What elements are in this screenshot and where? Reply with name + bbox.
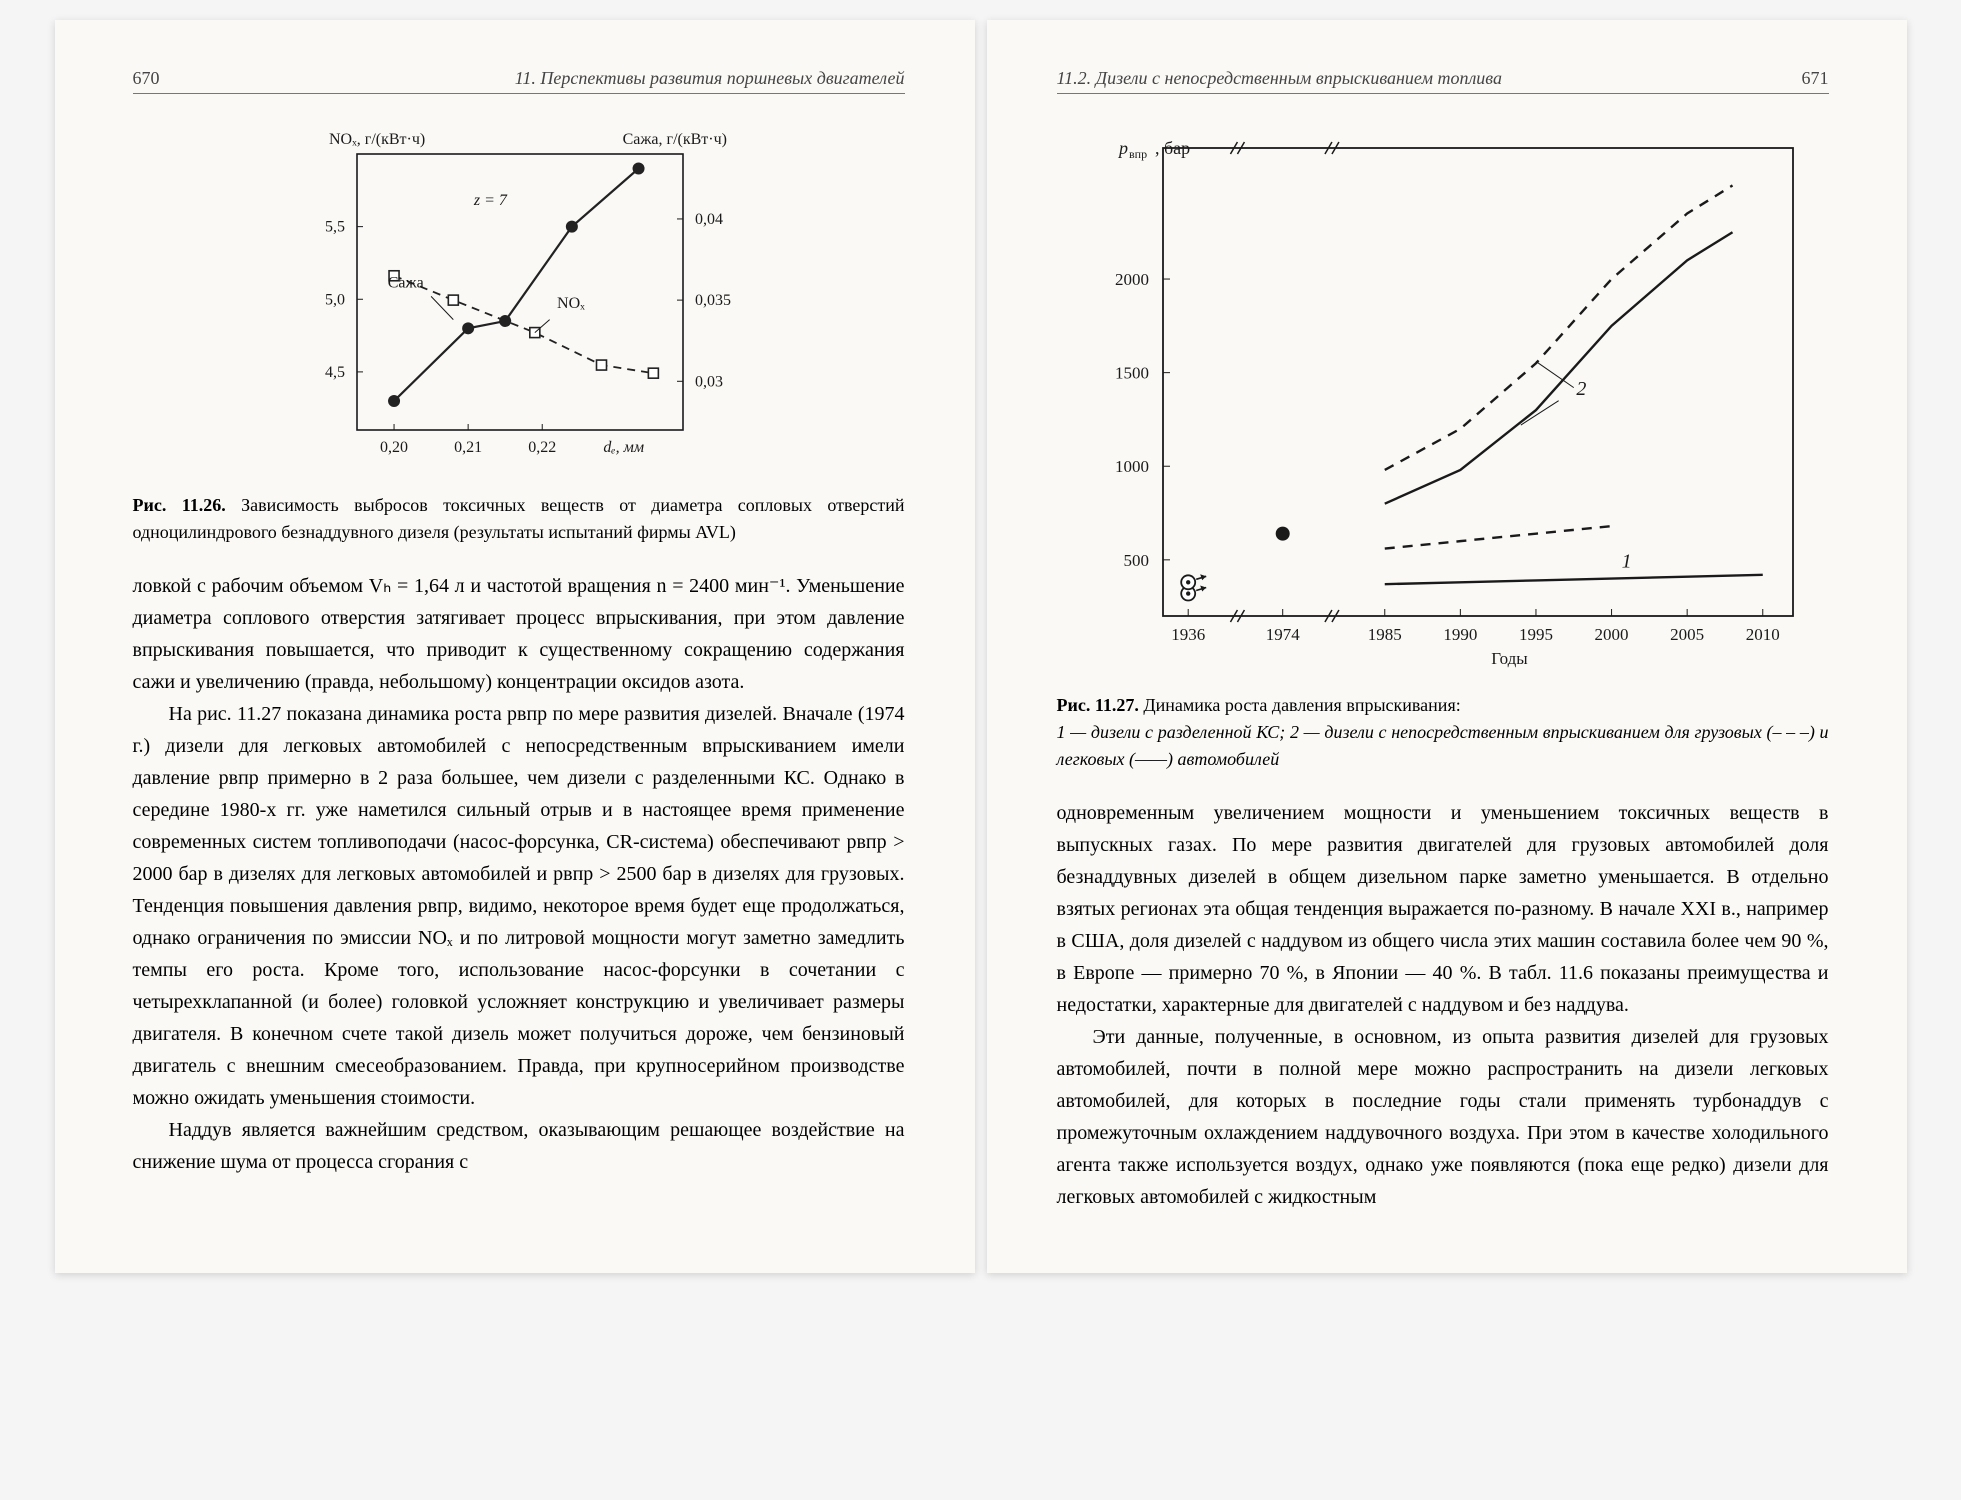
svg-text:p: p	[1117, 138, 1128, 158]
fig26-svg: 0,20 0,21 0,22 dₑ, мм 4,5 5,0 5,5 0,03 0,035 0,04…	[259, 118, 779, 478]
svg-text:Сажа, г/(кВт·ч): Сажа, г/(кВт·ч)	[622, 131, 726, 148]
svg-text:Годы: Годы	[1491, 649, 1528, 668]
svg-text:Сажа: Сажа	[387, 275, 423, 292]
svg-text:1000: 1000	[1115, 457, 1149, 476]
svg-text:1936: 1936	[1171, 625, 1205, 644]
svg-text:2000: 2000	[1594, 625, 1628, 644]
page-number: 670	[133, 68, 160, 89]
page-670: 670 11. Перспективы развития поршневых д…	[55, 20, 975, 1273]
chapter-title: 11. Перспективы развития поршневых двига…	[515, 68, 905, 89]
svg-text:NOₓ: NOₓ	[557, 295, 585, 312]
para-1: одновременным увеличением мощности и уме…	[1057, 797, 1829, 1021]
svg-text:dₑ, мм: dₑ, мм	[603, 439, 644, 456]
svg-text:0,21: 0,21	[454, 439, 482, 456]
svg-text:, бар: , бар	[1155, 138, 1190, 158]
svg-text:2005: 2005	[1670, 625, 1704, 644]
chapter-title: 11.2. Дизели с непосредственным впрыскив…	[1057, 68, 1503, 89]
svg-text:впр: впр	[1129, 147, 1147, 161]
svg-text:5,0: 5,0	[325, 291, 345, 308]
svg-text:0,04: 0,04	[695, 211, 723, 228]
svg-text:5,5: 5,5	[325, 219, 345, 236]
svg-text:0,035: 0,035	[695, 292, 731, 309]
para-2: Эти данные, полученные, в основном, из о…	[1057, 1021, 1829, 1213]
fig27-svg: 500 1000 1500 2000 1936 1974 1985 1990 1995 2000 2…	[1073, 118, 1813, 678]
figure-11-27: 500 1000 1500 2000 1936 1974 1985 1990 1995 2000 2…	[1057, 118, 1829, 678]
caption-head: Динамика роста давления впрыскивания:	[1139, 695, 1461, 715]
svg-text:0,03: 0,03	[695, 373, 723, 390]
page-header: 11.2. Дизели с непосредственным впрыскив…	[1057, 68, 1829, 94]
svg-text:2: 2	[1576, 378, 1586, 400]
caption-11-27: Рис. 11.27. Динамика роста давления впры…	[1057, 692, 1829, 773]
svg-text:1974: 1974	[1265, 625, 1300, 644]
para-3: Наддув является важнейшим средством, ока…	[133, 1114, 905, 1178]
svg-text:1985: 1985	[1367, 625, 1401, 644]
svg-text:1990: 1990	[1443, 625, 1477, 644]
caption-text: Зависимость выбросов токсичных веществ о…	[133, 495, 905, 542]
svg-text:1500: 1500	[1115, 364, 1149, 383]
page-671: 11.2. Дизели с непосредственным впрыскив…	[987, 20, 1907, 1273]
page-header: 670 11. Перспективы развития поршневых д…	[133, 68, 905, 94]
para-1: ловкой с рабочим объемом Vₕ = 1,64 л и ч…	[133, 570, 905, 698]
svg-text:2000: 2000	[1115, 270, 1149, 289]
svg-text:4,5: 4,5	[325, 364, 345, 381]
caption-11-26: Рис. 11.26. Зависимость выбросов токсичн…	[133, 492, 905, 546]
para-2: На рис. 11.27 показана динамика роста pв…	[133, 698, 905, 1114]
svg-text:0,20: 0,20	[380, 439, 408, 456]
svg-text:500: 500	[1123, 551, 1149, 570]
caption-label: Рис. 11.27.	[1057, 695, 1139, 715]
svg-text:NOₓ, г/(кВт·ч): NOₓ, г/(кВт·ч)	[329, 131, 425, 148]
svg-text:1: 1	[1621, 550, 1631, 572]
svg-text:1995: 1995	[1518, 625, 1552, 644]
svg-text:2010: 2010	[1745, 625, 1779, 644]
figure-11-26: 0,20 0,21 0,22 dₑ, мм 4,5 5,0 5,5 0,03 0,035 0,04…	[133, 118, 905, 478]
caption-legend: 1 — дизели с разделенной КС; 2 — дизели …	[1057, 722, 1829, 769]
svg-text:0,22: 0,22	[528, 439, 556, 456]
svg-text:z = 7: z = 7	[472, 192, 507, 209]
page-number: 671	[1802, 68, 1829, 89]
